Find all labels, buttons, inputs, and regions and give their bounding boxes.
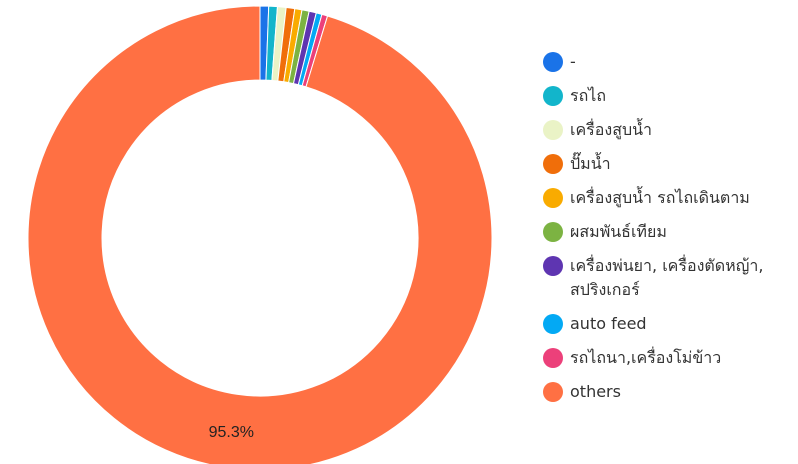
legend-item[interactable]: เครื่องสูบน้ำ รถไถเดินตาม [543, 186, 793, 210]
legend-label: รถไถ [570, 86, 607, 105]
legend-item[interactable]: others [543, 380, 793, 404]
legend-label: auto feed [570, 314, 647, 333]
legend-color-dot [543, 382, 563, 402]
legend-label: - [570, 52, 576, 71]
legend-color-dot [543, 314, 563, 334]
legend-color-dot [543, 188, 563, 208]
legend-label: others [570, 382, 621, 401]
legend-item[interactable]: ปั๊มน้ำ [543, 152, 793, 176]
legend-item[interactable]: - [543, 50, 793, 74]
slice-data-label: 95.3% [209, 424, 254, 441]
legend-color-dot [543, 120, 563, 140]
legend-item[interactable]: รถไถนา,เครื่องโม่ข้าว [543, 346, 793, 370]
legend-color-dot [543, 256, 563, 276]
legend: - รถไถ เครื่องสูบน้ำ ปั๊มน้ำ เครื่องสูบน… [543, 50, 793, 414]
donut-slice[interactable] [27, 5, 493, 464]
legend-color-dot [543, 52, 563, 72]
legend-item[interactable]: ผสมพันธ์เทียม [543, 220, 793, 244]
legend-label: ปั๊มน้ำ [570, 154, 611, 173]
legend-color-dot [543, 86, 563, 106]
legend-item[interactable]: รถไถ [543, 84, 793, 108]
legend-label: เครื่องพ่นยา, เครื่องตัดหญ้า, สปริงเกอร์ [570, 256, 764, 299]
legend-label: รถไถนา,เครื่องโม่ข้าว [570, 348, 722, 367]
legend-color-dot [543, 348, 563, 368]
legend-item[interactable]: auto feed [543, 312, 793, 336]
legend-color-dot [543, 154, 563, 174]
legend-item[interactable]: เครื่องสูบน้ำ [543, 118, 793, 142]
legend-label: เครื่องสูบน้ำ รถไถเดินตาม [570, 188, 750, 207]
legend-item[interactable]: เครื่องพ่นยา, เครื่องตัดหญ้า, สปริงเกอร์ [543, 254, 793, 302]
legend-label: เครื่องสูบน้ำ [570, 120, 653, 139]
legend-color-dot [543, 222, 563, 242]
donut-chart: 95.3% [27, 5, 493, 464]
legend-label: ผสมพันธ์เทียม [570, 222, 667, 241]
